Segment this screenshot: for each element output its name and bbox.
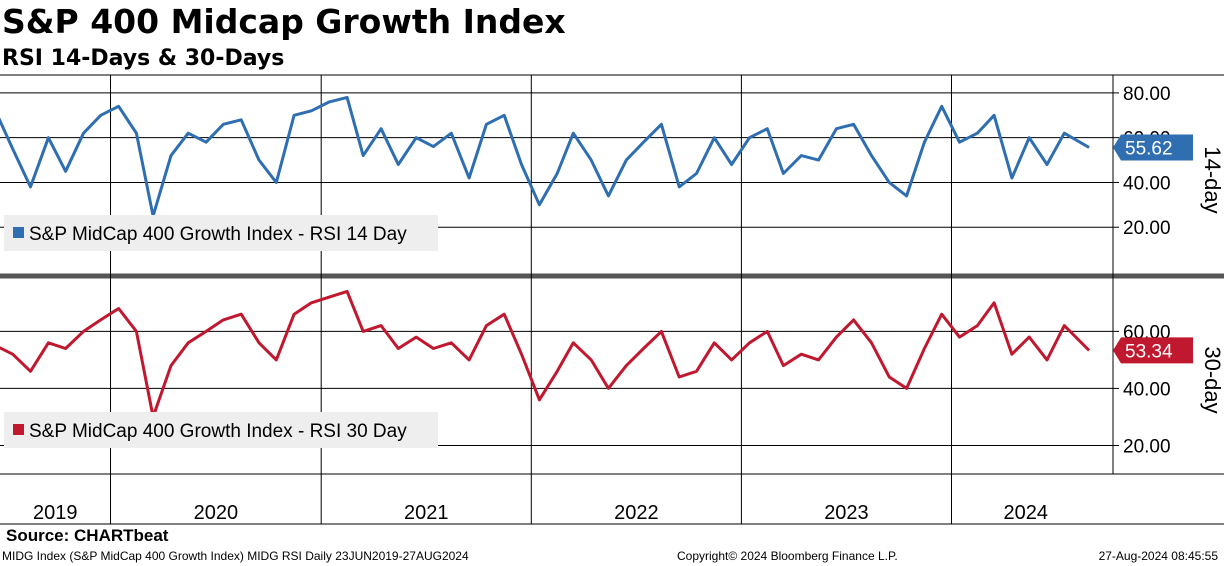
x-tick-label-year: 2019 [33,502,78,524]
legend-layer: S&P MidCap 400 Growth Index - RSI 14 Day… [4,215,438,448]
last-value-label: 53.34 [1125,341,1173,362]
footer-ticker-info: MIDG Index (S&P MidCap 400 Growth Index)… [2,549,469,563]
grid-layer [0,75,1119,524]
source-note: Source: CHARTbeat [6,526,169,545]
y-tick-label: 20.00 [1123,436,1171,457]
panel-side-label: 14-day [1200,146,1224,213]
chart-title: S&P 400 Midcap Growth Index [2,2,566,41]
series-line-top [0,95,1090,218]
last-value-label: 55.62 [1125,138,1173,159]
last-value-badge [1113,134,1193,161]
x-tick-label-year: 2024 [1003,502,1048,524]
legend-entry: S&P MidCap 400 Growth Index - RSI 30 Day [29,421,407,442]
x-tick-label-year: 2023 [824,502,869,524]
footer-copyright: Copyright© 2024 Bloomberg Finance L.P. [677,549,898,563]
legend-box [4,215,438,251]
y-tick-label: 20.00 [1123,218,1171,239]
series-layer [0,95,1091,419]
panel-side-label: 30-day [1200,346,1224,413]
last-value-badge [1113,337,1193,364]
legend-box [4,412,438,448]
y-tick-label: 40.00 [1123,379,1171,400]
y-tick-label: 40.00 [1123,173,1171,194]
panel-frames [0,74,1224,525]
x-tick-label-year: 2021 [404,502,449,524]
y-tick-label: 80.00 [1123,84,1171,105]
legend-entry: S&P MidCap 400 Growth Index - RSI 14 Day [29,224,407,245]
footer-timestamp: 27-Aug-2024 08:45:55 [1098,549,1218,563]
x-tick-label-year: 2022 [614,502,659,524]
label-layer: 20192020202120222023202480.0060.0040.002… [33,84,1224,524]
x-tick-label-year: 2020 [194,502,239,524]
legend-swatch [13,227,24,238]
series-line-bottom [0,289,1091,419]
legend-swatch [13,424,24,435]
chart-subtitle: RSI 14-Days & 30-Days [2,46,285,71]
